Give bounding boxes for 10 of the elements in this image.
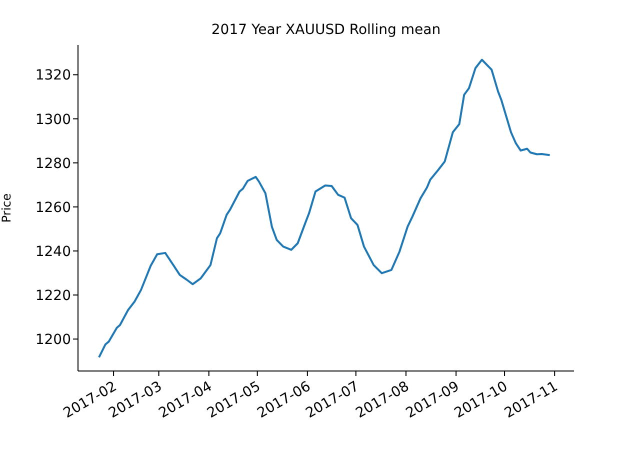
y-tick-label: 1280 (35, 156, 71, 172)
y-tick-label: 1200 (35, 332, 71, 348)
y-tick-label: 1240 (35, 244, 71, 260)
y-tick-label: 1260 (35, 200, 71, 216)
y-axis-title: Price (0, 193, 14, 223)
y-tick-label: 1300 (35, 112, 71, 128)
y-tick-label: 1320 (35, 68, 71, 84)
y-tick-label: 1220 (35, 288, 71, 304)
line-series (98, 58, 551, 358)
chart-title: 2017 Year XAUUSD Rolling mean (210, 22, 442, 38)
